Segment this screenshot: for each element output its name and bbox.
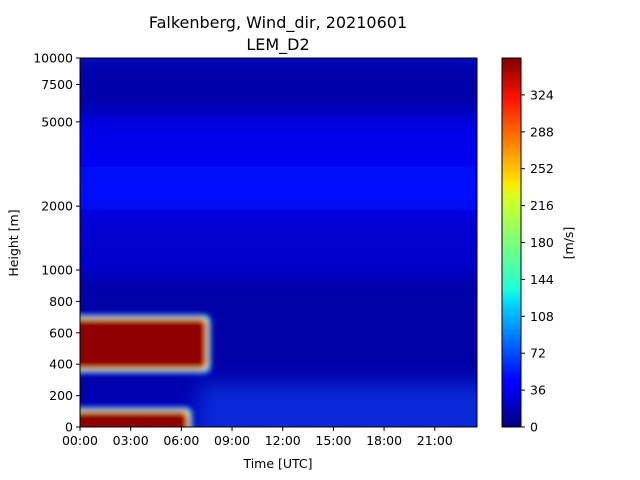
heatmap-feature-block <box>80 320 206 368</box>
heatmap-plot-area <box>80 58 477 427</box>
x-tick-label: 09:00 <box>214 433 250 448</box>
x-tick-label: 06:00 <box>163 433 199 448</box>
y-tick-label: 2000 <box>41 199 73 214</box>
y-tick-label: 600 <box>49 325 73 340</box>
x-tick-label: 00:00 <box>62 433 98 448</box>
colorbar-label: [m/s] <box>561 227 576 260</box>
colorbar-tick-label: 36 <box>530 383 546 398</box>
colorbar-tick-label: 216 <box>530 198 554 213</box>
y-tick-label: 200 <box>49 388 73 403</box>
colorbar <box>501 57 522 428</box>
y-tick-label: 1000 <box>41 263 73 278</box>
colorbar-tick-label: 180 <box>530 235 554 250</box>
y-tick-label: 400 <box>49 357 73 372</box>
plot-frame <box>79 57 478 428</box>
chart-subtitle: LEM_D2 <box>246 35 309 55</box>
y-tick-label: 7500 <box>41 77 73 92</box>
colorbar-tick-label: 252 <box>530 161 554 176</box>
colorbar-tick-label: 72 <box>530 346 546 361</box>
x-axis-ticks: 00:00 03:00 06:00 09:00 12:00 15:00 18:00 21:00 <box>62 427 453 448</box>
colorbar-ticks: 0 36 72 108 144 180 216 252 288 324 <box>521 87 554 435</box>
y-tick-label: 0 <box>65 420 73 435</box>
heatmap-level-band <box>80 109 477 167</box>
heatmap-level-band <box>80 202 477 274</box>
y-tick-label: 10000 <box>33 51 73 66</box>
heatmap-background-layers <box>80 58 477 427</box>
x-tick-label: 12:00 <box>265 433 301 448</box>
heatmap-feature-block <box>80 412 187 427</box>
colorbar-tick-label: 288 <box>530 124 554 139</box>
y-axis-ticks: 0 200 400 600 800 1000 2000 5000 7500 10000 <box>33 51 80 435</box>
colorbar-tick-label: 108 <box>530 309 554 324</box>
heatmap-level-band <box>80 158 477 211</box>
y-axis-label: Height [m] <box>6 209 21 276</box>
x-tick-label: 03:00 <box>113 433 149 448</box>
colorbar-tick-label: 144 <box>530 272 554 287</box>
colorbar-tick-label: 0 <box>530 420 538 435</box>
x-tick-label: 21:00 <box>417 433 453 448</box>
chart-title: Falkenberg, Wind_dir, 20210601 <box>149 13 407 33</box>
x-axis-label: Time [UTC] <box>242 456 312 471</box>
heatmap-level-band <box>80 58 477 118</box>
y-tick-label: 5000 <box>41 114 73 129</box>
x-tick-label: 15:00 <box>315 433 351 448</box>
y-tick-label: 800 <box>49 294 73 309</box>
colorbar-tick-label: 324 <box>530 87 554 102</box>
x-tick-label: 18:00 <box>366 433 402 448</box>
heatmap-features <box>80 314 212 427</box>
